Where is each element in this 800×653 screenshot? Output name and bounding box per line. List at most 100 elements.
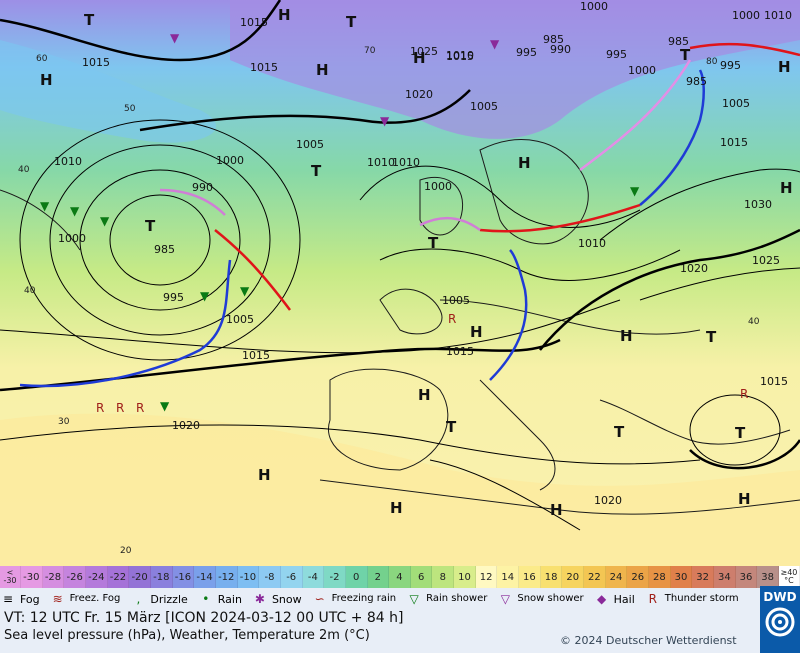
legend-rain: • Rain xyxy=(198,592,242,606)
temperature-scale: < -30 -30 -28 -26 -24 -22 -20 -18 -16 -14 -12 -10 -8-… xyxy=(0,566,800,588)
scale-cell: 30 xyxy=(670,566,693,588)
pressure-center: H xyxy=(518,154,531,172)
scale-cell: 14 xyxy=(497,566,520,588)
rain-shower-icon: ▼ xyxy=(160,399,170,413)
scale-cell: -2 xyxy=(324,566,346,588)
isobar-label: 1000 xyxy=(216,154,244,167)
warm-front-ne xyxy=(689,42,800,57)
scale-cell: 36 xyxy=(735,566,758,588)
temp-label: 40 xyxy=(748,317,760,327)
pressure-center: T xyxy=(84,11,95,29)
occluded-front-north xyxy=(419,216,481,232)
isobar-label: 995 xyxy=(163,291,184,304)
temp-label: 60 xyxy=(36,54,48,64)
scale-cell: 2 xyxy=(367,566,390,588)
isobar-label: 1000 xyxy=(628,64,656,77)
isobar-label: 1025 xyxy=(752,254,780,267)
valid-time: VT: 12 UTC Fr. 15 März [ICON 2024-03-12 … xyxy=(4,610,404,626)
scale-cell: 20 xyxy=(562,566,585,588)
pressure-center: H xyxy=(258,466,271,484)
warm-front xyxy=(214,229,291,311)
occluded-front xyxy=(159,188,226,216)
legend-hail: ◆ Hail xyxy=(594,592,635,606)
thick-isobars xyxy=(0,0,800,470)
pressure-center: H xyxy=(780,179,793,197)
scale-cell: -30 xyxy=(21,566,43,588)
temperature-isoline-labels: 60 50 40 40 30 20 70 80 40 xyxy=(18,46,760,556)
scale-end: ≥40 °C xyxy=(778,566,800,588)
pressure-center: H xyxy=(550,501,563,519)
isobar-label: 995 xyxy=(516,46,537,59)
scale-cell: 18 xyxy=(540,566,563,588)
thunderstorm-icon: R xyxy=(136,401,144,415)
pressure-center: H xyxy=(620,327,633,345)
fog-icon: ≡ xyxy=(2,592,14,606)
scale-start: < -30 xyxy=(0,566,21,588)
drizzle-icon: , xyxy=(136,592,141,606)
rain-shower-icon: ▼ xyxy=(240,284,250,298)
weather-legend: ≡ Fog ≋ Freez. Fog , Drizzle • Rain ✱ Snow ∽ F… xyxy=(0,589,758,609)
pressure-center: H xyxy=(418,386,431,404)
legend-fog: ≡ Fog xyxy=(0,592,40,606)
isobar-label: 1015 xyxy=(242,349,270,362)
isobar-label: 1030 xyxy=(744,198,772,211)
isobar-label: 1010 xyxy=(392,156,420,169)
cold-front xyxy=(19,259,232,388)
scale-cell: -10 xyxy=(237,566,260,588)
rain-shower-icon: ▽ xyxy=(409,592,419,606)
isobar-labels: 1015 1015 1015 1025 1015 1000 1010 1020 … xyxy=(54,0,792,507)
rain-shower-icon: ▼ xyxy=(70,204,80,218)
legend-snow-shower: ▽ Snow shower xyxy=(497,592,584,606)
isobar-label: 1015 xyxy=(720,136,748,149)
temp-label: 30 xyxy=(58,417,70,427)
scale-cell: 0 xyxy=(345,566,368,588)
isobar-label: 1005 xyxy=(226,313,254,326)
pressure-center: T xyxy=(706,328,717,346)
isobar-label: 1000 xyxy=(424,180,452,193)
pressure-center: T xyxy=(428,234,439,252)
rain-shower-icon: ▼ xyxy=(630,184,640,198)
snow-icon: ✱ xyxy=(254,592,265,606)
snow-shower-icon: ▼ xyxy=(380,114,390,128)
isobar-label: 1020 xyxy=(594,494,622,507)
isobar-label: 985 xyxy=(543,33,564,46)
thunderstorm-icon: R xyxy=(96,401,104,415)
isobar-label: 1000 xyxy=(580,0,608,13)
pressure-centers: H T H T H H T T H H T H H H T T H T T H … xyxy=(40,6,793,519)
isobar-label: 1020 xyxy=(680,262,708,275)
dwd-logo: DWD xyxy=(760,586,800,653)
isobar-label: 1010 xyxy=(54,155,82,168)
scale-cell: -24 xyxy=(85,566,108,588)
legend-thunderstorm: R Thunder storm xyxy=(645,592,739,606)
temp-label: 40 xyxy=(24,286,36,296)
isobar-label: 1005 xyxy=(722,97,750,110)
pressure-center: H xyxy=(40,71,53,89)
isobar-label: 1015 xyxy=(760,375,788,388)
occluded-front-ne xyxy=(579,59,692,171)
temp-label: 50 xyxy=(124,104,136,114)
cold-region-north xyxy=(230,0,800,139)
scale-cell: -14 xyxy=(194,566,216,588)
pressure-center: T xyxy=(735,424,746,442)
pressure-center: H xyxy=(413,49,426,67)
scale-start-top: < xyxy=(6,568,14,577)
temp-label: 80 xyxy=(706,57,718,67)
isobar-label: 995 xyxy=(720,59,741,72)
scale-cell: 4 xyxy=(389,566,411,588)
isobar-label: 1010 xyxy=(367,156,395,169)
dwd-logo-text: DWD xyxy=(763,590,797,604)
scale-cell: 16 xyxy=(519,566,541,588)
snow-shower-icon: ▼ xyxy=(490,37,500,51)
cold-front-east xyxy=(639,69,705,206)
isobar-label: 1015 xyxy=(82,56,110,69)
freezing-rain-icon: ∽ xyxy=(314,592,325,606)
scale-cell: 8 xyxy=(432,566,455,588)
isobar-label: 985 xyxy=(154,243,175,256)
isobar-label: 1020 xyxy=(405,88,433,101)
scale-cell: -26 xyxy=(64,566,86,588)
temp-label: 20 xyxy=(120,546,132,556)
scale-cell: 32 xyxy=(692,566,714,588)
rain-shower-icon: ▼ xyxy=(200,289,210,303)
temp-label: 70 xyxy=(364,46,376,56)
rain-shower-icon: ▼ xyxy=(40,199,50,213)
